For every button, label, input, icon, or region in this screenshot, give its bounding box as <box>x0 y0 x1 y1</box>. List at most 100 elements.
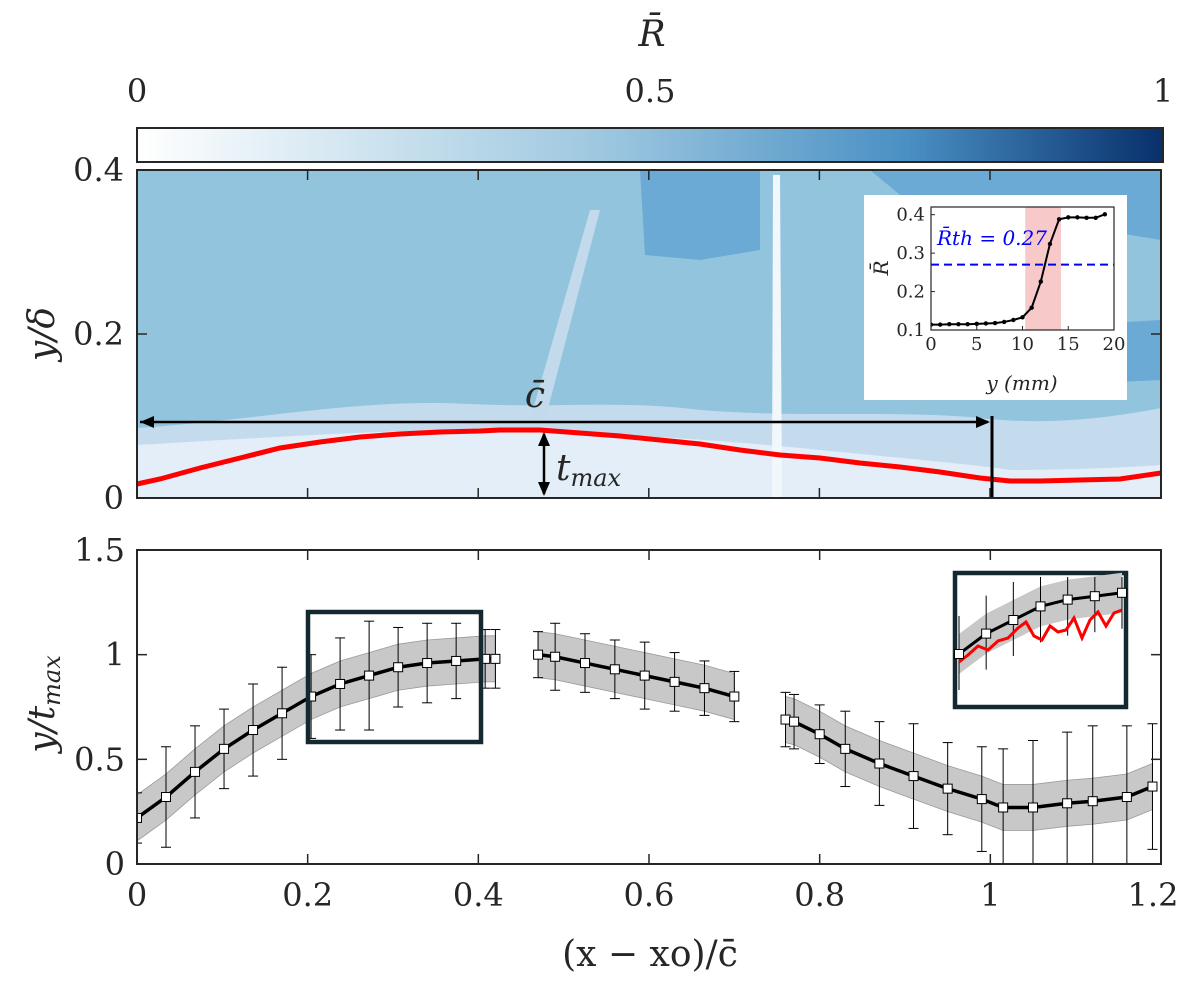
thickness-arrowhead-bottom <box>538 482 550 496</box>
inset-ytick-label: 0.4 <box>896 205 925 226</box>
zoom-data-point <box>1089 591 1100 602</box>
bottom-xtick-label: 1.2 <box>1128 876 1179 914</box>
data-point <box>729 691 740 702</box>
bottom-xtick-label: 0 <box>127 876 147 914</box>
data-point <box>669 676 680 687</box>
data-point <box>335 678 346 689</box>
data-point <box>393 662 404 673</box>
inset-xlabel: y (mm) <box>985 371 1057 395</box>
inset-ytick-label: 0.1 <box>896 320 925 341</box>
inset-point <box>1002 319 1007 325</box>
bottom-xtick-label: 0.8 <box>794 876 845 914</box>
field-patch <box>640 170 760 260</box>
data-point <box>780 714 791 725</box>
inset-xtick-label: 5 <box>971 334 982 355</box>
inset-background <box>864 195 1127 400</box>
field-streak <box>772 175 782 498</box>
data-point <box>814 729 825 740</box>
bottom-ytick-label: 1.5 <box>74 531 125 569</box>
data-point <box>422 658 433 669</box>
thickness-label: tmax <box>556 448 622 492</box>
zoom-source-box <box>305 609 484 745</box>
top-ytick-label: 0 <box>104 479 124 517</box>
bottom-marks <box>137 620 1158 864</box>
inset-point <box>974 321 979 327</box>
bottom-xtick-label: 0.6 <box>624 876 675 914</box>
confidence-band <box>137 635 496 842</box>
inset-threshold-label: R̄th = 0.27 <box>936 225 1047 250</box>
data-point <box>1028 802 1038 813</box>
data-point <box>998 802 1009 813</box>
bottom-xtick-label: 0.4 <box>453 876 504 914</box>
colorbar-tick-label: 0 <box>127 72 147 110</box>
chord-arrowhead-right <box>976 416 990 428</box>
top-panel: c̄ tmax 0.4 0.2 0 y/δ 0 5 10 15 200.40.30.20… <box>22 151 1162 517</box>
data-point <box>580 658 590 669</box>
interface-edge-line <box>136 427 1162 487</box>
inset-xtick-label: 15 <box>1057 334 1080 355</box>
zoom-data-point <box>981 628 992 639</box>
inset-ytick-label: 0.2 <box>896 282 925 303</box>
zoom-data-point <box>1117 587 1127 598</box>
inset-point <box>1066 215 1071 220</box>
inset-point <box>1029 305 1034 310</box>
thickness-label-main: t <box>556 448 571 489</box>
data-point <box>161 792 172 803</box>
inset-point <box>1075 215 1080 220</box>
inset-point <box>1102 212 1108 217</box>
zoom-instantaneous-line <box>958 608 1123 664</box>
inset-xtick-label: 10 <box>1011 334 1034 355</box>
data-point <box>789 716 800 727</box>
inset-point <box>1056 217 1062 222</box>
zoom-data-point <box>1062 594 1073 605</box>
inset-ticks: 0 5 10 15 20 0.4 0.3 0.2 0.1 <box>896 205 1125 355</box>
chord-label: c̄ <box>525 375 545 416</box>
data-point <box>1147 781 1158 792</box>
inset-point <box>983 321 989 326</box>
field-streak <box>530 210 600 420</box>
data-point <box>942 783 953 794</box>
data-point <box>451 655 462 666</box>
bottom-ylabel-main: y/t <box>22 705 63 754</box>
inset-point <box>965 322 970 327</box>
bottom-ytick-label: 0 <box>105 845 125 883</box>
inset-point <box>937 322 943 327</box>
colorbar-title: R̄ <box>637 12 665 55</box>
data-point <box>190 766 201 777</box>
inset-xtick-label: 0 <box>925 334 936 355</box>
data-point <box>550 651 561 662</box>
zoom-data-point <box>954 649 964 659</box>
data-point <box>533 649 544 660</box>
inset-ytick-label: 0.3 <box>896 243 925 264</box>
thickness-arrowhead-top <box>538 432 550 446</box>
data-point <box>248 725 259 736</box>
data-point <box>908 771 919 782</box>
zoom-data-point <box>1008 615 1019 625</box>
thickness-label-sub: max <box>570 464 621 492</box>
bottom-ytick-label: 1 <box>105 636 125 674</box>
bottom-ticks: 0 0.2 0.4 0.6 0.8 1 1.2 1.5 1 0.5 0 <box>74 531 1178 914</box>
data-point <box>639 670 650 681</box>
inset-point <box>992 320 998 326</box>
data-point <box>364 670 375 681</box>
top-ylabel: y/δ <box>22 307 63 363</box>
top-ytick-label: 0.4 <box>73 151 124 189</box>
inset-point <box>1047 241 1053 247</box>
inset-point <box>956 322 961 327</box>
data-point <box>874 758 885 769</box>
data-point <box>277 708 288 719</box>
inset-plot: 0 5 10 15 20 0.4 0.3 0.2 0.1 R̄th = 0.27 R̄ y (m… <box>864 195 1127 400</box>
zoom-inset <box>952 570 1129 710</box>
data-point <box>490 653 501 664</box>
top-ticks <box>137 170 1161 498</box>
data-point <box>1121 792 1132 803</box>
colorbar-tick-label: 1 <box>1153 72 1173 110</box>
colorbar: R̄ 0 0.5 1 <box>127 12 1173 163</box>
data-point <box>609 664 620 675</box>
inset-point <box>1084 215 1089 220</box>
bottom-xlabel: (x − xo)/c̄ <box>562 934 738 975</box>
zoom-data-point <box>1035 601 1046 612</box>
data-point <box>1062 798 1073 809</box>
data-point <box>219 743 230 754</box>
